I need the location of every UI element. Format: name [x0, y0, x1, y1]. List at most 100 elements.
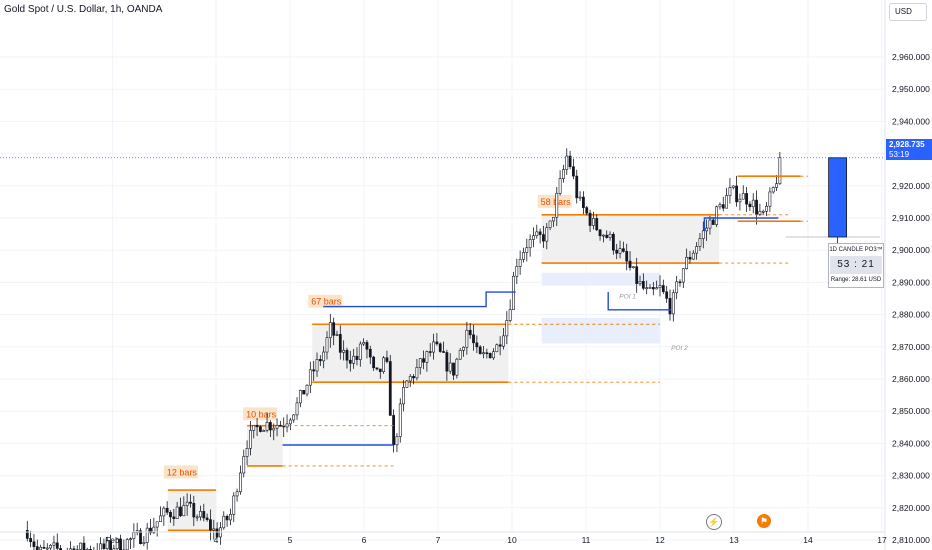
candle-body: [292, 414, 296, 421]
candle-body: [475, 342, 479, 348]
candle-body: [631, 266, 635, 269]
candle-body: [215, 528, 219, 538]
candle-body: [332, 322, 336, 336]
candle-body: [485, 352, 489, 354]
candle-body: [35, 546, 39, 550]
candle-body: [415, 367, 419, 379]
lightning-icon[interactable]: ⚡: [706, 514, 722, 530]
candle-body: [312, 369, 316, 372]
candle-body: [72, 548, 76, 550]
range-label-bg: [308, 294, 343, 308]
candle-body: [402, 387, 405, 405]
candle-body: [508, 309, 512, 321]
candle-body: [422, 358, 425, 363]
candle-body: [192, 503, 196, 518]
candle-body: [455, 358, 459, 376]
candle-body: [575, 175, 579, 199]
candle-body: [398, 403, 402, 437]
candle-body: [382, 357, 386, 372]
y-tick-label: 2,860.000: [892, 374, 930, 384]
candle-body: [189, 501, 192, 504]
chart-title: Gold Spot / U.S. Dollar, 1h, OANDA: [4, 4, 163, 15]
candle-body: [25, 530, 29, 539]
candle-body: [418, 358, 422, 368]
x-tick-label: 10: [507, 535, 517, 545]
candle-body: [32, 541, 36, 547]
candle-body: [448, 362, 452, 372]
candle-body: [528, 239, 532, 249]
candle-body: [155, 521, 159, 528]
y-tick-label: 2,850.000: [892, 406, 930, 416]
candle-body: [601, 234, 605, 237]
range-box: [312, 324, 509, 383]
candle-body: [99, 543, 102, 550]
candle-body: [162, 507, 166, 517]
candle-body: [79, 542, 82, 550]
candle-body: [42, 546, 46, 549]
y-tick-label: 2,960.000: [892, 52, 930, 62]
candle-body: [435, 341, 439, 345]
poi-zone: [541, 317, 660, 344]
y-tick-label: 2,880.000: [892, 310, 930, 320]
candle-body: [625, 251, 629, 262]
candle-body: [518, 259, 522, 267]
candle-body: [542, 234, 545, 242]
candle-body: [611, 233, 615, 251]
candle-body: [325, 337, 329, 353]
candle-body: [119, 538, 122, 550]
candle-body: [239, 472, 242, 493]
candle-body: [275, 425, 279, 429]
candle-body: [645, 287, 649, 289]
candle-body: [498, 344, 502, 347]
currency-button[interactable]: USD: [889, 3, 927, 21]
candle-body: [495, 344, 499, 353]
candle-body: [362, 342, 366, 345]
candle-body: [715, 206, 719, 225]
candle-body: [295, 402, 299, 416]
candle-body: [532, 235, 535, 240]
candle-body: [562, 169, 565, 179]
candle-body: [109, 540, 112, 550]
candle-body: [651, 287, 655, 290]
candle-body: [412, 376, 415, 379]
candle-body: [265, 422, 269, 431]
candle-body: [372, 356, 376, 369]
candle-body: [165, 507, 169, 513]
y-tick-label: 2,810.000: [892, 535, 930, 545]
candle-body: [205, 517, 209, 520]
candle-body: [755, 199, 758, 215]
y-tick-label: 2,830.000: [892, 471, 930, 481]
candle-body: [512, 275, 515, 310]
candle-body: [255, 425, 259, 428]
candle-body: [262, 430, 266, 432]
candle-body: [149, 527, 152, 534]
last-price-value: 2,928.735: [889, 140, 925, 149]
candle-body: [588, 212, 592, 226]
candle-body: [465, 329, 469, 348]
candle-body: [102, 543, 106, 549]
flag-icon[interactable]: ⚑: [757, 514, 771, 528]
candle-body: [428, 351, 432, 353]
candle-body: [608, 233, 612, 238]
candle-body: [525, 247, 529, 253]
candle-body: [482, 352, 485, 355]
candle-body: [648, 287, 652, 289]
price-axis[interactable]: 2,810.000 2,820.000 2,830.000 2,840.000 2,85…: [884, 0, 930, 550]
time-axis[interactable]: Feb 4 5 6 7 10 11 12 13 14 17: [0, 531, 887, 545]
y-tick-label: 2,890.000: [892, 277, 930, 287]
candle-body: [209, 519, 212, 531]
candle-body: [641, 281, 645, 289]
candle-body: [335, 334, 339, 336]
candle-body: [252, 425, 256, 431]
candle-body: [308, 369, 312, 386]
candle-body: [765, 205, 768, 212]
annotation-lines: [0, 157, 885, 467]
candle-body: [345, 349, 349, 361]
candle-body: [472, 334, 475, 344]
candle-body: [748, 203, 752, 208]
candle-body: [585, 207, 589, 214]
candle-body: [385, 357, 389, 362]
candle-body: [52, 542, 56, 546]
candle-body: [229, 514, 232, 521]
